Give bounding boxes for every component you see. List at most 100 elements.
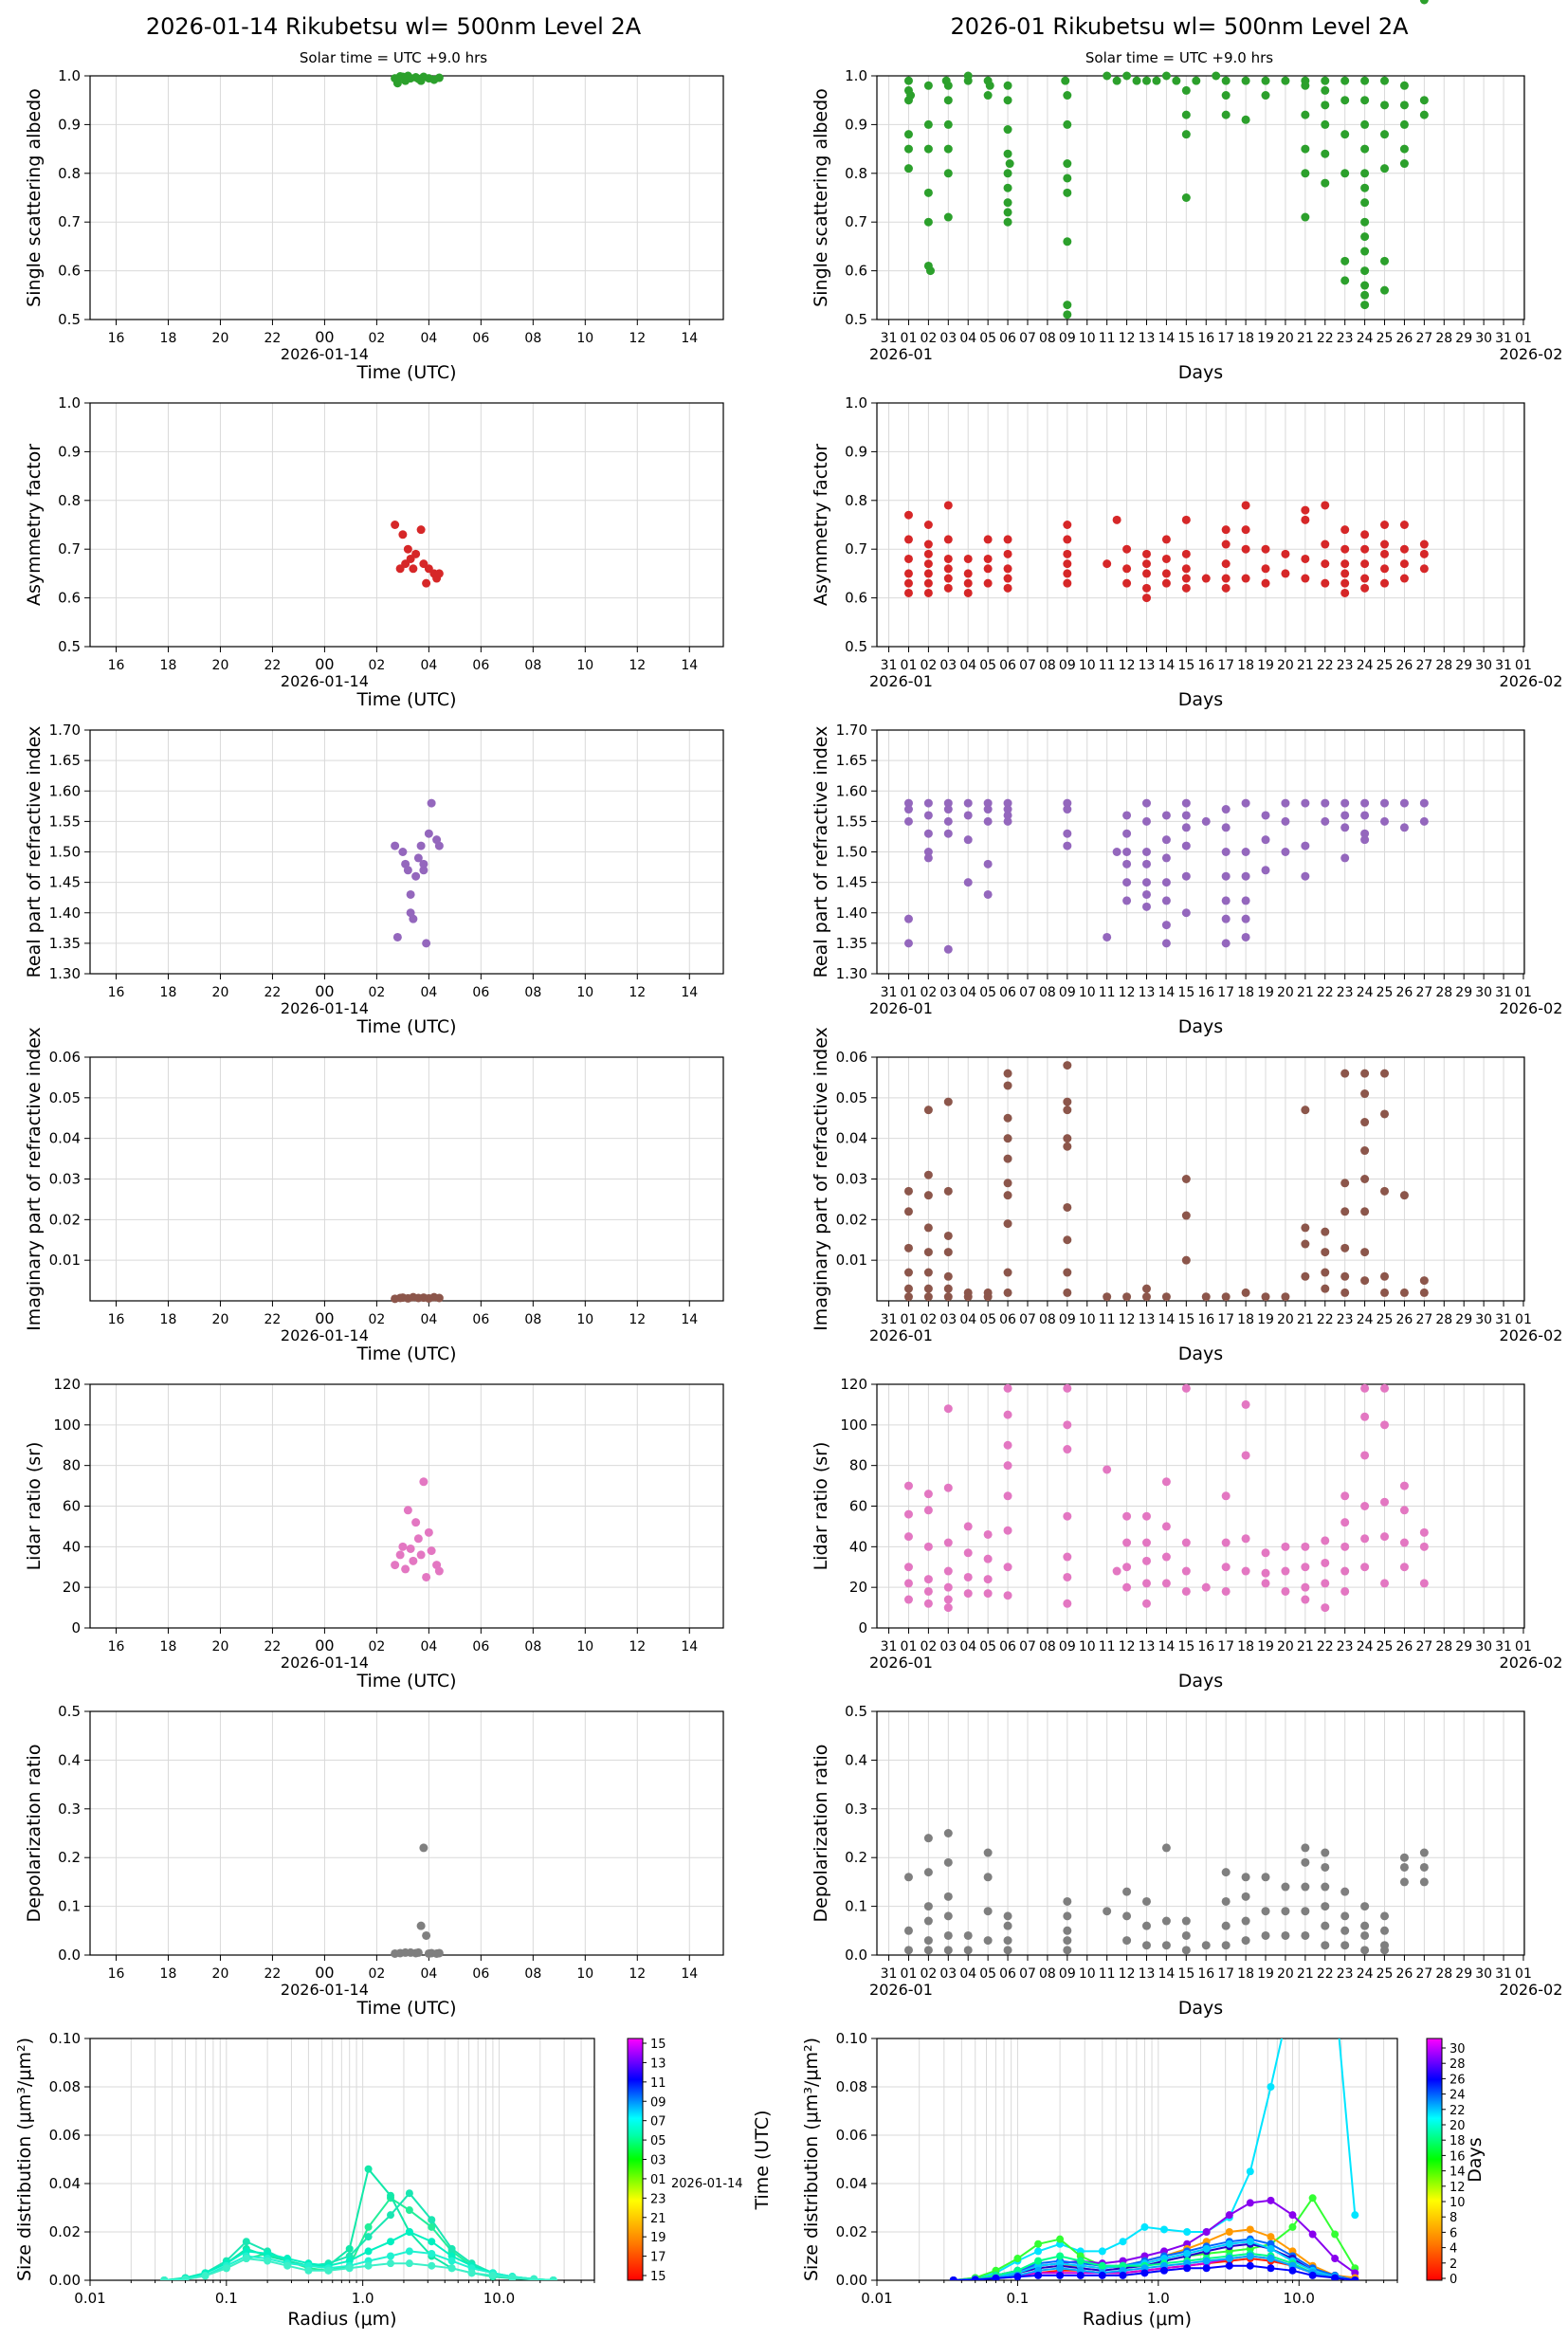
y-tick-label: 1.40: [49, 905, 81, 922]
size_daily-series: [160, 2165, 557, 2280]
series-point: [1225, 2211, 1233, 2220]
x-tick-label: 12: [1119, 1639, 1136, 1654]
data-point: [963, 798, 973, 808]
data-point: [1340, 1288, 1350, 1297]
x-tick-label: 10: [576, 331, 593, 346]
data-point: [1380, 798, 1390, 808]
y-tick-label: 0.4: [58, 1751, 81, 1768]
data-point: [1161, 835, 1171, 845]
data-point: [413, 74, 423, 83]
data-point: [903, 1509, 913, 1519]
y-tick-label: 40: [63, 1538, 81, 1555]
data-point: [1003, 1154, 1012, 1163]
series-point: [1246, 2261, 1254, 2270]
data-point: [1261, 578, 1270, 588]
y-tick-label: 0.9: [845, 116, 867, 133]
data-point: [1399, 574, 1409, 583]
y-tick-label: 120: [53, 1376, 81, 1393]
data-point: [1380, 1532, 1390, 1542]
data-point: [1161, 554, 1171, 563]
series-point: [428, 2249, 436, 2258]
data-point: [1261, 1930, 1270, 1940]
colorbar-tick-label: 24: [1449, 2089, 1466, 2103]
x-tick-label: 24: [1357, 985, 1374, 1000]
x-tick-label: 01: [1515, 1966, 1532, 1982]
x-tick-label: 18: [160, 1639, 177, 1654]
data-point: [1063, 1445, 1072, 1454]
data-point: [1122, 1582, 1132, 1592]
data-point: [1340, 256, 1350, 265]
data-point: [1241, 1399, 1250, 1409]
data-point: [1380, 1288, 1390, 1297]
y-axis-label: Lidar ratio (sr): [24, 1442, 45, 1571]
data-point: [1340, 569, 1350, 578]
colorbar-tick-label: 8: [1449, 2211, 1457, 2225]
data-point: [1419, 798, 1429, 808]
colorbar-time: [627, 2038, 644, 2281]
start-date-label: 2026-01: [869, 999, 933, 1017]
data-point: [943, 1404, 953, 1414]
data-point: [1122, 71, 1132, 81]
data-point: [1281, 1542, 1290, 1551]
right-subtitle: Solar time = UTC +9.0 hrs: [1085, 49, 1273, 66]
data-point: [923, 1936, 933, 1946]
series-point: [467, 2269, 476, 2277]
data-point: [1221, 1941, 1231, 1950]
y-tick-label: 0.0: [845, 1947, 867, 1964]
data-point: [424, 829, 433, 838]
data-point: [1281, 1930, 1290, 1940]
x-tick-label: 10: [1079, 1966, 1096, 1982]
colorbar-tick-label: 28: [1449, 2057, 1466, 2072]
data-point: [1005, 159, 1014, 169]
size_monthly-grid: [876, 2038, 1398, 2281]
data-point: [1063, 1936, 1072, 1946]
monthly-iri-grid: [877, 1056, 1524, 1301]
data-point: [1281, 76, 1290, 85]
data-point: [424, 1527, 433, 1537]
data-point: [1141, 594, 1151, 603]
series-point: [405, 2189, 413, 2198]
series-point: [1246, 2225, 1254, 2234]
series-point: [1119, 2271, 1127, 2279]
data-point: [943, 1566, 953, 1576]
series-point: [447, 2264, 456, 2273]
data-point: [1003, 1526, 1012, 1535]
data-point: [903, 1946, 913, 1955]
data-point: [1281, 798, 1290, 808]
daily-lr-frame: [89, 1383, 724, 1629]
data-point: [1340, 544, 1350, 554]
x-tick-label: 13: [1139, 1966, 1156, 1982]
data-point: [1161, 1522, 1171, 1531]
x-tick-label: 07: [1019, 1966, 1036, 1982]
data-point: [1399, 521, 1409, 529]
data-point: [983, 1554, 993, 1563]
y-tick-label: 0.06: [49, 2127, 81, 2144]
x-tick-label: 00: [315, 1309, 334, 1327]
y-tick-label: 0.03: [836, 1171, 867, 1188]
x-tick-label: 09: [1059, 1966, 1076, 1982]
data-point: [1201, 1582, 1211, 1592]
y-tick-label: 20: [63, 1579, 81, 1596]
data-point: [963, 1930, 973, 1940]
y-tick-label: 1.40: [836, 905, 867, 922]
data-point: [1321, 1882, 1330, 1892]
x-tick-label: 17: [1217, 1639, 1234, 1654]
data-point: [1241, 1936, 1250, 1946]
data-point: [1380, 564, 1390, 574]
data-point: [1301, 1595, 1310, 1604]
y-tick-label: 120: [840, 1376, 867, 1393]
data-point: [1399, 559, 1409, 569]
series-point: [1098, 2247, 1106, 2256]
data-point: [1221, 76, 1231, 85]
data-point: [419, 1843, 428, 1853]
date-label: 2026-01-14: [281, 672, 369, 690]
data-point: [903, 798, 913, 808]
x-tick-label: 11: [1099, 1639, 1116, 1654]
y-tick-label: 0.0: [58, 1947, 81, 1964]
y-axis-label: Asymmetry factor: [24, 444, 45, 606]
x-tick-label: 14: [1158, 1966, 1176, 1982]
colorbar-tick-label: 6: [1449, 2226, 1457, 2240]
data-point: [923, 1248, 933, 1257]
series-point: [428, 2216, 436, 2224]
data-point: [1241, 1534, 1250, 1544]
